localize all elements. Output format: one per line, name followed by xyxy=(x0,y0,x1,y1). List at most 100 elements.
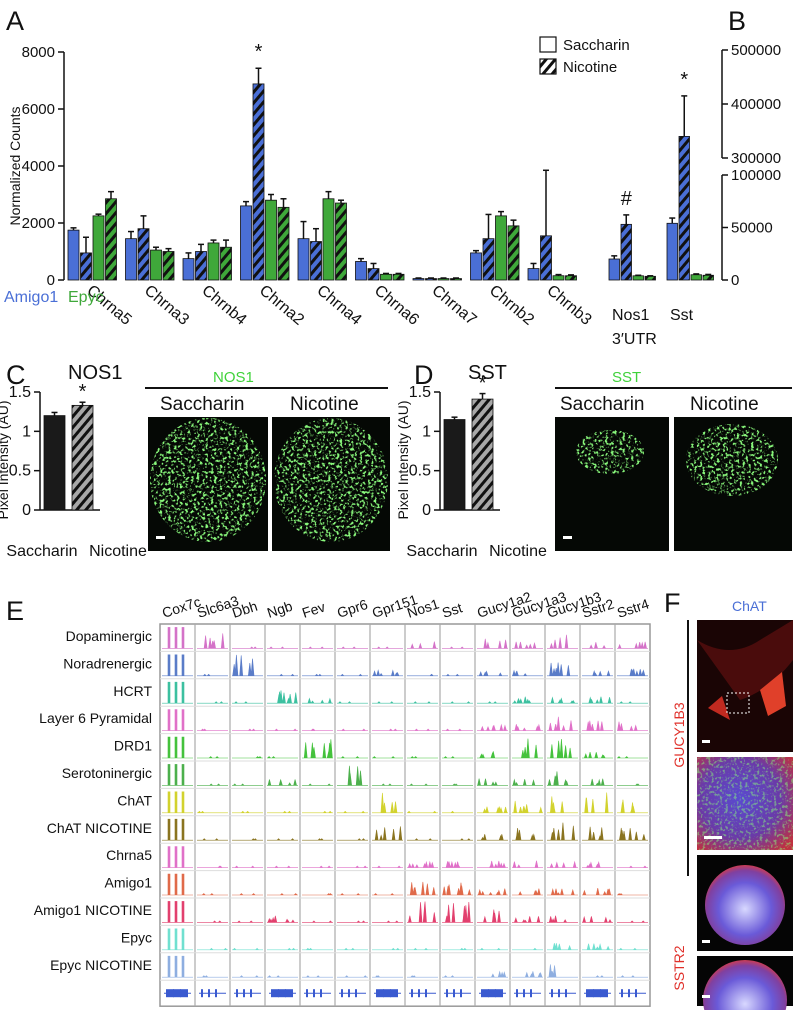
exon xyxy=(390,989,398,998)
micrograph-signal xyxy=(703,960,787,1010)
exon xyxy=(446,989,448,998)
exon xyxy=(236,989,238,998)
coverage-track xyxy=(512,947,543,951)
coverage-track xyxy=(302,697,333,704)
coverage-track xyxy=(407,838,438,841)
chart-title: NOS1 xyxy=(68,362,122,384)
coverage-track xyxy=(407,641,438,649)
coverage-track xyxy=(477,888,508,896)
x-tick-label: Chrnb4 xyxy=(198,282,249,329)
coverage-track xyxy=(232,920,263,923)
exon xyxy=(628,989,630,998)
coverage-track xyxy=(617,947,648,951)
gene-label: Sstr4 xyxy=(615,595,651,620)
coverage-track xyxy=(547,738,578,759)
x-tick-label: Chrnb3 xyxy=(543,282,594,329)
coverage-track xyxy=(197,810,228,814)
bar xyxy=(702,274,714,281)
x-tick-label: Chrnb2 xyxy=(486,282,537,329)
coverage-track xyxy=(547,796,578,814)
coverage-track xyxy=(477,806,508,814)
coverage-track xyxy=(337,865,368,868)
coverage-track xyxy=(162,709,193,731)
bar xyxy=(162,251,175,281)
coverage-track xyxy=(372,728,403,731)
scale-bar xyxy=(156,536,165,539)
x-tick-label: Chrna7 xyxy=(428,282,479,329)
coverage-track xyxy=(372,865,403,868)
y-tick-label: 0.5 xyxy=(9,463,31,480)
x-tick-label: Nicotine xyxy=(89,543,147,560)
coverage-track xyxy=(442,701,473,704)
coverage-track xyxy=(302,673,333,677)
coverage-track xyxy=(617,701,648,704)
inset-box xyxy=(726,692,750,714)
exon xyxy=(250,989,252,998)
coverage-track xyxy=(197,975,228,978)
coverage-track xyxy=(407,728,438,731)
exon xyxy=(285,989,293,998)
coverage-track xyxy=(267,915,298,923)
image-title: ChAT xyxy=(732,598,767,614)
coverage-track xyxy=(547,822,578,841)
y-tick-label: 100000 xyxy=(731,167,781,184)
exon xyxy=(488,989,496,998)
y-tick-label: 0.5 xyxy=(409,463,431,480)
scale-bar xyxy=(563,536,572,539)
bar xyxy=(43,415,66,511)
x-tick-label: Nicotine xyxy=(489,543,547,560)
coverage-track xyxy=(302,947,333,951)
exon xyxy=(271,989,279,998)
coverage-track xyxy=(617,799,648,814)
image-label: Nicotine xyxy=(690,394,759,415)
image-label: Saccharin xyxy=(160,394,245,415)
coverage-track xyxy=(547,696,578,704)
exon xyxy=(215,989,217,998)
coverage-track xyxy=(407,756,438,759)
coverage-track xyxy=(512,827,543,841)
bar xyxy=(355,261,367,281)
exon xyxy=(495,989,503,998)
coverage-track xyxy=(477,701,508,704)
bar xyxy=(437,278,450,281)
coverage-track xyxy=(512,916,543,923)
coverage-track xyxy=(616,756,648,759)
legend-label: Nicotine xyxy=(563,59,617,76)
exon xyxy=(355,989,357,998)
track-label: Epyc xyxy=(121,929,152,945)
coverage-track xyxy=(197,947,228,951)
annotation: # xyxy=(621,188,633,210)
coverage-track xyxy=(477,860,508,868)
coverage-track xyxy=(617,783,648,786)
bar xyxy=(297,238,310,281)
coverage-track xyxy=(197,920,228,923)
coverage-track xyxy=(407,673,438,677)
coverage-track xyxy=(337,975,368,978)
coverage-track xyxy=(512,738,543,759)
panel-letter: F xyxy=(664,588,681,618)
bar xyxy=(310,241,322,281)
bar xyxy=(392,273,405,281)
coverage-track xyxy=(582,792,613,814)
bar xyxy=(380,273,392,281)
coverage-track xyxy=(372,756,403,759)
coverage-track xyxy=(617,641,648,649)
image-label: SSTR2 xyxy=(671,945,687,990)
coverage-track xyxy=(617,721,648,731)
track-label: HCRT xyxy=(113,683,152,699)
bar xyxy=(527,268,540,281)
bar xyxy=(565,275,577,281)
x-tick-label: Saccharin xyxy=(406,543,477,560)
exon xyxy=(565,989,567,998)
bar xyxy=(240,205,252,281)
coverage-track xyxy=(512,669,543,677)
x-tick-label: Sst xyxy=(670,307,694,324)
bar xyxy=(540,235,552,281)
bar xyxy=(220,246,232,281)
coverage-track xyxy=(162,764,193,786)
coverage-track xyxy=(267,673,298,677)
y-tick-label: 50000 xyxy=(731,220,773,237)
bar xyxy=(552,275,565,281)
x-tick-label: 3′UTR xyxy=(612,331,657,348)
coverage-track xyxy=(197,838,228,841)
